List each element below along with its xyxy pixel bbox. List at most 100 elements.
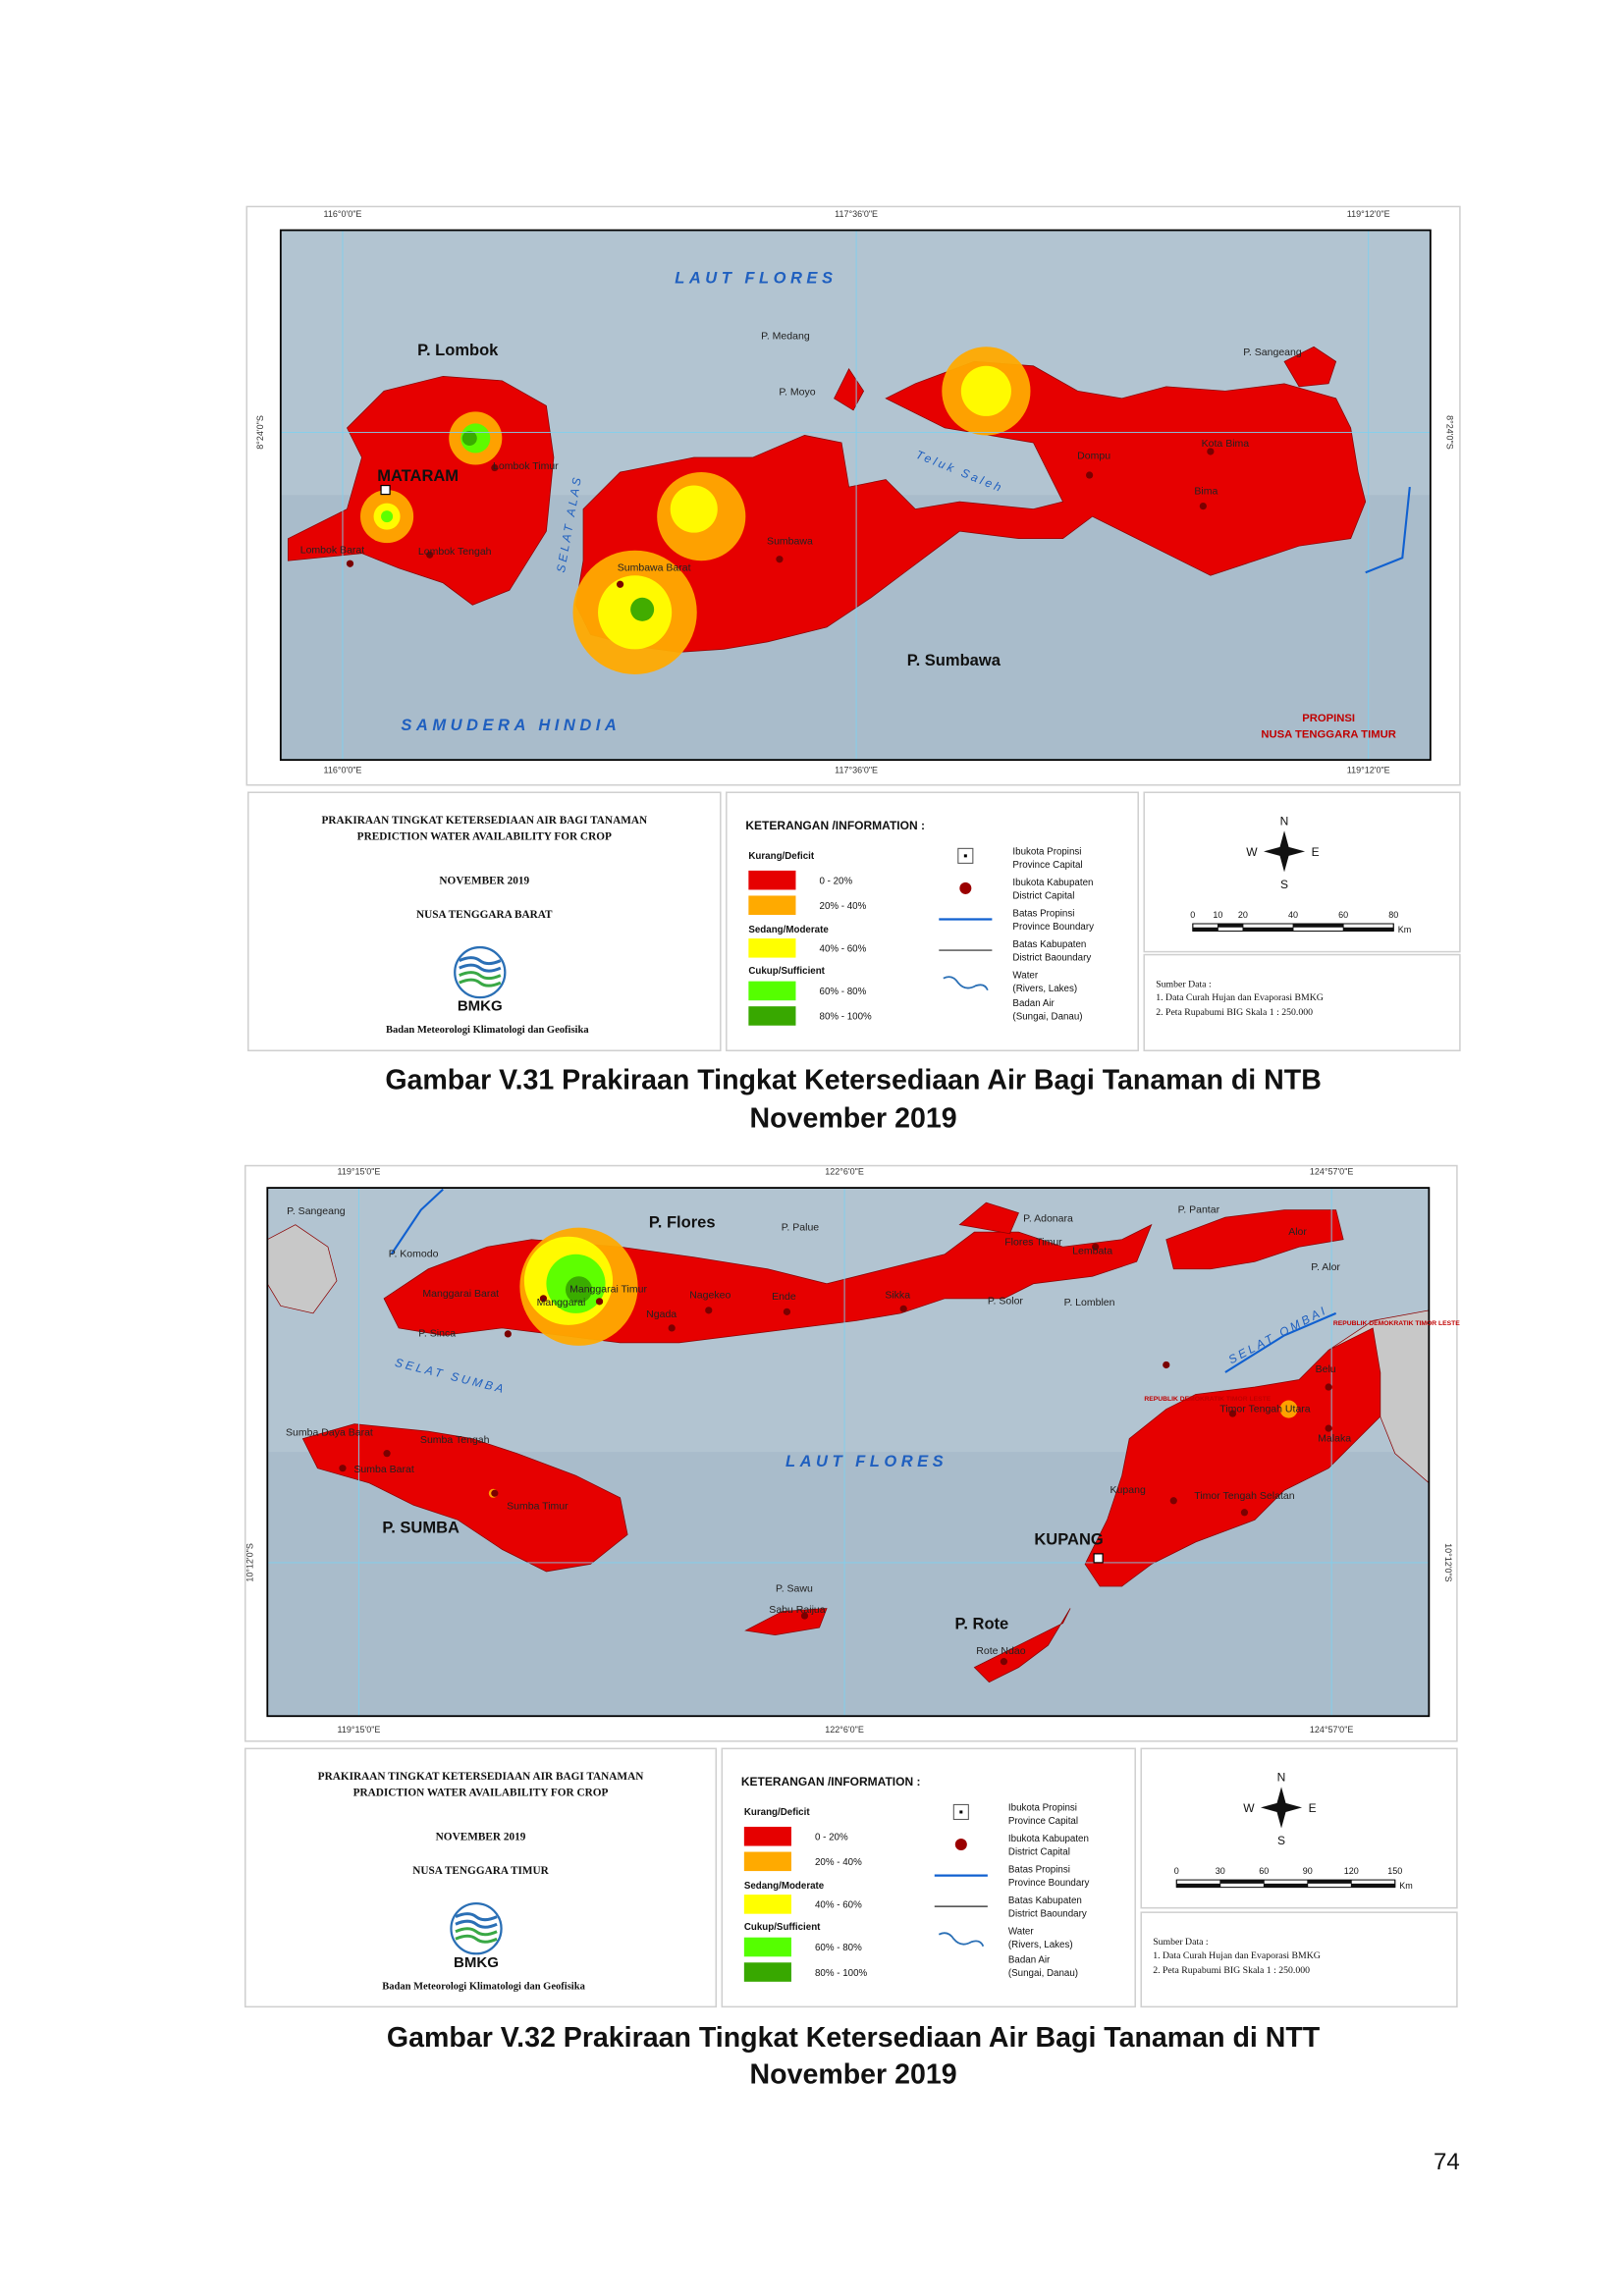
latitude-label: 8°24'0"S — [1444, 415, 1454, 450]
longitude-label: 117°36'0"E — [835, 209, 878, 219]
legend-symbol-label: Badan Air — [1012, 998, 1055, 1009]
map-label: Sumbawa — [767, 535, 813, 547]
title-region: NUSA TENGGARA TIMUR — [412, 1865, 549, 1877]
island — [958, 1201, 1019, 1235]
longitude-label: 119°15'0"E — [338, 1725, 381, 1735]
map-label: P. Rote — [954, 1614, 1008, 1632]
legend-symbol-label: Ibukota Kabupaten — [1008, 1834, 1089, 1844]
longitude-label: 122°6'0"E — [825, 1725, 864, 1735]
map-label: Belu — [1316, 1363, 1336, 1375]
map-label: Lombok Timur — [493, 460, 559, 472]
panel — [244, 1747, 718, 2008]
agency: Badan Meteorologi Klimatologi dan Geofis… — [386, 1025, 589, 1036]
map-label: Ende — [772, 1291, 796, 1303]
map-label: P. Komodo — [389, 1249, 439, 1260]
map-label: Lombok Barat — [300, 544, 365, 556]
longitude-label: 119°12'0"E — [1347, 209, 1390, 219]
district-capital — [800, 1612, 809, 1620]
district-capital — [491, 1489, 499, 1497]
caption: Gambar V.31 Prakiraan Tingkat Ketersedia… — [385, 1064, 1322, 1095]
icon-dot — [959, 1810, 963, 1814]
logo-stripe — [459, 956, 502, 966]
legend-swatch — [748, 981, 796, 1001]
district-capital — [616, 580, 624, 588]
district-capital — [668, 1324, 676, 1332]
logo-stripe — [459, 971, 502, 981]
longitude-label: 122°6'0"E — [825, 1167, 864, 1177]
water-zone — [565, 1276, 593, 1304]
longitude-label: 116°0'0"E — [324, 209, 362, 219]
compass-letter: S — [1277, 1834, 1285, 1847]
map-label: Timor Tengah Selatan — [1194, 1490, 1294, 1502]
scale-label: 150 — [1387, 1866, 1402, 1876]
title-region: NUSA TENGGARA BARAT — [416, 909, 553, 921]
logo-stripe — [459, 963, 502, 973]
legend-label: 20% - 40% — [815, 1857, 862, 1868]
legend-group: Sedang/Moderate — [744, 1881, 825, 1892]
map-label: P. Sangeang — [1243, 347, 1302, 358]
title-line: PRADICTION WATER AVAILABILITY FOR CROP — [353, 1787, 609, 1798]
map-label: Lombok Tengah — [418, 546, 492, 558]
legend-swatch — [748, 1006, 796, 1026]
province-capital — [380, 484, 391, 496]
caption: Gambar V.32 Prakiraan Tingkat Ketersedia… — [387, 2022, 1321, 2054]
compass-star — [1260, 1787, 1303, 1829]
map-label: KUPANG — [1034, 1530, 1103, 1549]
water-zone — [381, 510, 394, 523]
map-label: P. Lomblen — [1064, 1297, 1115, 1308]
map-label: P. SUMBA — [382, 1519, 460, 1537]
island — [973, 1608, 1071, 1683]
icon-dot — [963, 854, 967, 858]
legend-symbol-label: Province Boundary — [1012, 922, 1094, 933]
compass-letter: E — [1309, 1801, 1317, 1815]
map-label: Manggarai Timur — [569, 1284, 647, 1296]
district-capital — [1085, 471, 1094, 479]
legend-swatch — [743, 1937, 791, 1957]
scale-label: 120 — [1344, 1866, 1359, 1876]
district-capital — [1240, 1509, 1249, 1517]
source-line: 1. Data Curah Hujan dan Evaporasi BMKG — [1156, 992, 1324, 1003]
map-label: Lembata — [1072, 1246, 1112, 1257]
source-line: 1. Data Curah Hujan dan Evaporasi BMKG — [1153, 1950, 1321, 1961]
province-capital — [1093, 1553, 1104, 1564]
panel — [247, 791, 722, 1052]
district-capital — [339, 1465, 347, 1472]
map-label: Sumba Timur — [507, 1501, 568, 1513]
legend-group: Kurang/Deficit — [748, 851, 814, 862]
map-label: P. Lombok — [417, 341, 499, 359]
legend-symbol-label: Batas Kabupaten — [1008, 1896, 1082, 1906]
compass-letter: S — [1280, 878, 1288, 891]
scale-label: 60 — [1338, 910, 1348, 920]
logo-stripe — [459, 978, 502, 988]
map-label: Timor Tengah Utara — [1219, 1403, 1310, 1415]
legend-label: 80% - 100% — [820, 1012, 873, 1023]
map-label: Sabu Raijua — [769, 1604, 825, 1616]
district-capital — [595, 1298, 604, 1306]
legend-heading: KETERANGAN /INFORMATION : — [741, 1775, 921, 1789]
water-zone — [1279, 1400, 1298, 1418]
map-label: Sumba Tengah — [420, 1434, 490, 1446]
scale-unit: Km — [1398, 925, 1412, 934]
scale-segment — [1293, 924, 1344, 928]
source-line: 2. Peta Rupabumi BIG Skala 1 : 250.000 — [1153, 1965, 1310, 1976]
compass-letter: E — [1312, 845, 1320, 859]
logo — [450, 1902, 503, 1955]
legend-symbol-label: District Capital — [1008, 1847, 1070, 1858]
legend-symbol-label: Province Capital — [1012, 860, 1082, 871]
scale-label: 40 — [1288, 910, 1298, 920]
island — [1165, 1209, 1344, 1270]
district-capital — [1325, 1383, 1332, 1391]
legend-symbol-label: Province Boundary — [1008, 1878, 1090, 1889]
district-capital — [1207, 448, 1215, 455]
compass-letter: N — [1277, 1770, 1286, 1784]
scale-segment — [1192, 927, 1218, 932]
title-line: PRAKIRAAN TINGKAT KETERSEDIAAN AIR BAGI … — [318, 1771, 644, 1783]
legend-label: 80% - 100% — [815, 1968, 868, 1979]
map-label: Sumba Barat — [353, 1464, 413, 1475]
map-label: NUSA TENGGARA TIMUR — [1261, 729, 1395, 741]
scale-label: 0 — [1190, 910, 1195, 920]
legend-symbol-label: District Baoundary — [1012, 953, 1091, 964]
map-body — [267, 1188, 1430, 1717]
island — [1283, 346, 1337, 388]
